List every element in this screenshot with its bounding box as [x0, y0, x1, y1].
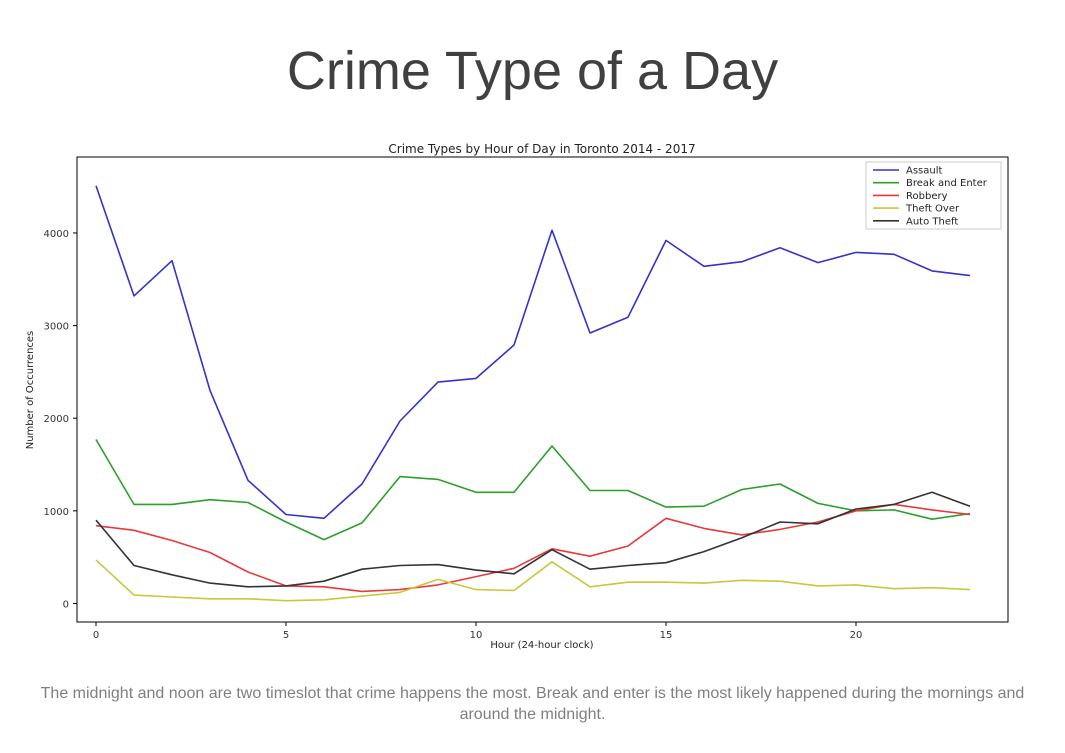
x-tick-label: 15 [660, 630, 673, 641]
y-tick-label: 3000 [44, 322, 69, 333]
line-chart: Crime Types by Hour of Day in Toronto 20… [25, 142, 1009, 651]
y-axis-label: Number of Occurrences [25, 331, 36, 450]
y-tick-label: 2000 [44, 414, 69, 425]
legend-label-theft-over: Theft Over [905, 204, 960, 215]
series-line-assault [95, 185, 971, 520]
axis-ticks: 0 5 10 15 20 0 1000 2000 3000 4000 [44, 229, 863, 641]
y-tick-label: 0 [63, 599, 69, 610]
x-tick-label: 20 [850, 630, 863, 641]
x-tick-label: 0 [93, 630, 99, 641]
x-tick-label: 5 [283, 630, 289, 641]
chart-title: Crime Types by Hour of Day in Toronto 20… [388, 142, 695, 156]
x-axis-label: Hour (24-hour clock) [490, 640, 593, 651]
legend-label-auto-theft: Auto Theft [906, 216, 958, 227]
slide-caption: The midnight and noon are two timeslot t… [40, 685, 1025, 723]
series-line-theft-over [95, 559, 971, 602]
legend-label-break-and-enter: Break and Enter [906, 178, 988, 189]
legend-label-assault: Assault [906, 166, 943, 177]
series-line-break-and-enter [95, 439, 971, 541]
slide-title: Crime Type of a Day [286, 41, 779, 101]
y-tick-label: 1000 [44, 507, 69, 518]
legend-label-robbery: Robbery [906, 191, 948, 202]
x-tick-label: 10 [470, 630, 483, 641]
series-line-auto-theft [95, 491, 971, 588]
series-lines [95, 185, 971, 602]
y-tick-label: 4000 [44, 229, 69, 240]
series-line-robbery [95, 503, 971, 593]
plot-frame [76, 156, 1009, 623]
